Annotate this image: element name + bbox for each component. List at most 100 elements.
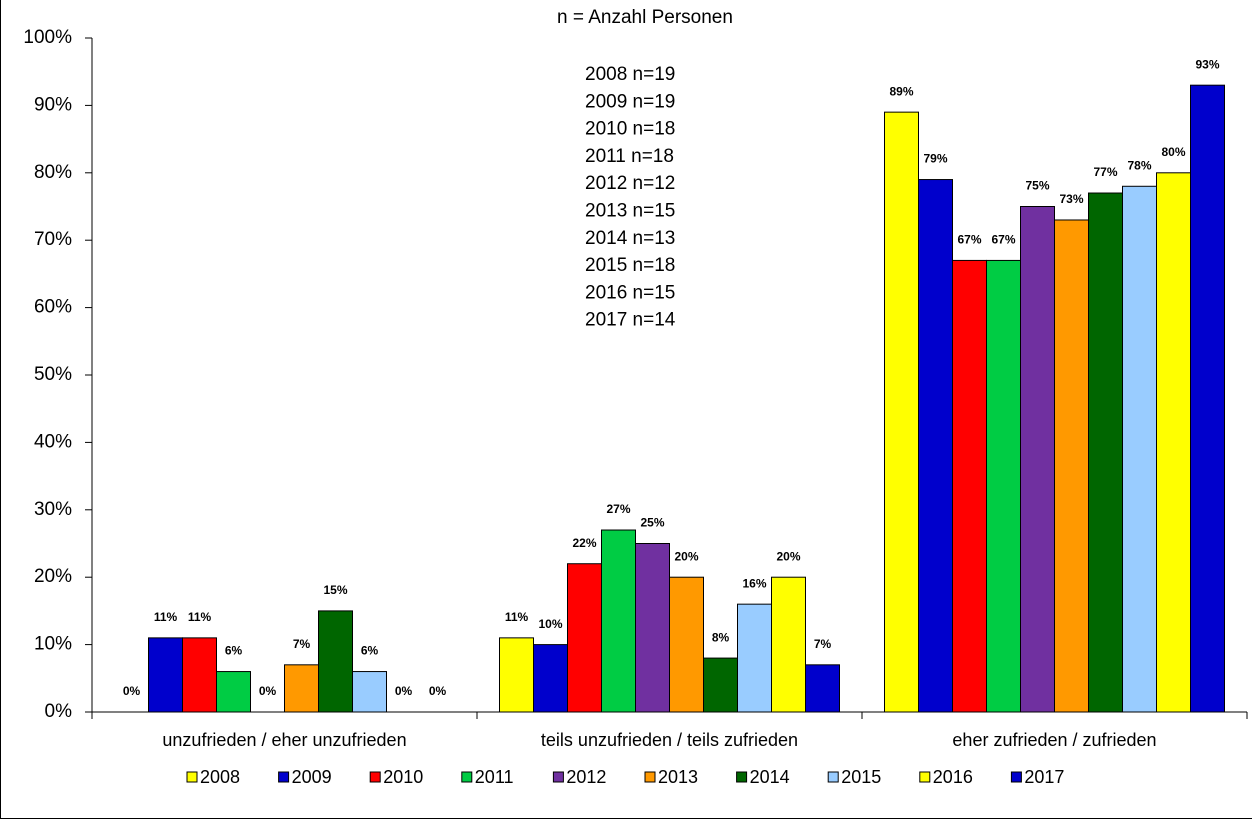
bar bbox=[884, 111, 919, 713]
legend-label: 2012 bbox=[566, 767, 606, 787]
data-label: 10% bbox=[538, 617, 562, 631]
x-tick-label: eher zufrieden / zufrieden bbox=[952, 730, 1156, 750]
bar bbox=[533, 644, 568, 713]
legend-label: 2010 bbox=[383, 767, 423, 787]
legend-label: 2009 bbox=[292, 767, 332, 787]
legend-label: 2016 bbox=[933, 767, 973, 787]
data-label: 0% bbox=[395, 684, 413, 698]
legend-label: 2017 bbox=[1024, 767, 1064, 787]
data-label: 7% bbox=[814, 637, 832, 651]
y-tick-label: 80% bbox=[34, 162, 72, 183]
x-tick-label: teils unzufrieden / teils zufrieden bbox=[541, 730, 798, 750]
chart-title: n = Anzahl Personen bbox=[557, 7, 733, 28]
data-label: 78% bbox=[1127, 158, 1151, 172]
annotation: 2011 n=18 bbox=[585, 146, 674, 167]
legend-swatch bbox=[186, 771, 198, 783]
bar bbox=[284, 664, 319, 713]
data-label: 67% bbox=[957, 233, 981, 247]
legend-swatch bbox=[919, 771, 931, 783]
y-tick-label: 90% bbox=[34, 94, 72, 115]
y-tick-label: 50% bbox=[34, 364, 72, 385]
bar bbox=[182, 637, 217, 713]
annotation: 2014 n=13 bbox=[585, 228, 675, 249]
data-label: 11% bbox=[505, 610, 529, 624]
bar bbox=[1190, 84, 1225, 713]
annotation: 2012 n=12 bbox=[585, 173, 675, 194]
bar bbox=[1054, 219, 1089, 713]
data-label: 8% bbox=[712, 630, 730, 644]
bar bbox=[1088, 192, 1123, 713]
data-label: 15% bbox=[323, 583, 347, 597]
legend-label: 2015 bbox=[841, 767, 881, 787]
legend-swatch bbox=[369, 771, 381, 783]
legend-swatch bbox=[278, 771, 290, 783]
annotation: 2008 n=19 bbox=[585, 64, 675, 85]
bar bbox=[986, 259, 1021, 713]
legend-label: 2014 bbox=[750, 767, 790, 787]
bar bbox=[216, 671, 251, 713]
x-tick-label: unzufrieden / eher unzufrieden bbox=[162, 730, 406, 750]
y-tick-label: 20% bbox=[34, 566, 72, 587]
bar bbox=[499, 637, 534, 713]
bar bbox=[601, 529, 636, 713]
legend-swatch bbox=[644, 771, 656, 783]
legend-label: 2011 bbox=[475, 767, 514, 787]
legend-label: 2013 bbox=[658, 767, 698, 787]
bar bbox=[669, 576, 704, 713]
data-label: 25% bbox=[640, 516, 664, 530]
y-tick-label: 40% bbox=[34, 431, 72, 452]
bar bbox=[1122, 185, 1157, 713]
bar bbox=[737, 603, 772, 713]
data-label: 22% bbox=[572, 536, 596, 550]
y-tick-label: 10% bbox=[34, 634, 72, 655]
data-label: 20% bbox=[674, 549, 698, 563]
data-label: 73% bbox=[1059, 192, 1083, 206]
legend-swatch bbox=[1010, 771, 1022, 783]
bar bbox=[918, 179, 953, 713]
bar bbox=[567, 563, 602, 713]
annotation: 2013 n=15 bbox=[585, 201, 675, 222]
annotation: 2016 n=15 bbox=[585, 282, 675, 303]
bar bbox=[703, 657, 738, 713]
data-label: 7% bbox=[293, 637, 311, 651]
bar bbox=[318, 610, 353, 713]
y-tick-label: 60% bbox=[34, 297, 72, 318]
annotation: 2010 n=18 bbox=[585, 119, 675, 140]
data-label: 0% bbox=[259, 684, 277, 698]
y-tick-label: 70% bbox=[34, 229, 72, 250]
data-label: 6% bbox=[225, 644, 243, 658]
legend-swatch bbox=[461, 771, 473, 783]
y-tick-label: 100% bbox=[23, 27, 72, 48]
legend-label: 2008 bbox=[200, 767, 240, 787]
data-label: 67% bbox=[991, 233, 1015, 247]
data-label: 89% bbox=[889, 84, 913, 98]
bar bbox=[1020, 206, 1055, 713]
bar bbox=[352, 671, 387, 713]
legend-swatch bbox=[552, 771, 564, 783]
bar bbox=[635, 543, 670, 713]
bar bbox=[952, 259, 987, 713]
bar bbox=[771, 576, 806, 713]
bar bbox=[1156, 172, 1191, 713]
data-label: 75% bbox=[1025, 179, 1049, 193]
data-label: 77% bbox=[1093, 165, 1117, 179]
data-label: 16% bbox=[742, 576, 766, 590]
data-label: 6% bbox=[361, 644, 379, 658]
data-label: 11% bbox=[188, 610, 212, 624]
y-tick-label: 30% bbox=[34, 499, 72, 520]
data-label: 27% bbox=[606, 502, 630, 516]
data-label: 11% bbox=[154, 610, 178, 624]
bar bbox=[148, 637, 183, 713]
annotation: 2009 n=19 bbox=[585, 91, 675, 112]
data-label: 79% bbox=[923, 152, 947, 166]
data-label: 93% bbox=[1195, 57, 1219, 71]
legend-swatch bbox=[827, 771, 839, 783]
data-label: 0% bbox=[429, 684, 447, 698]
data-label: 20% bbox=[776, 549, 800, 563]
annotation: 2017 n=14 bbox=[585, 310, 676, 331]
data-label: 80% bbox=[1161, 145, 1185, 159]
data-label: 0% bbox=[123, 684, 141, 698]
annotation: 2015 n=18 bbox=[585, 255, 675, 276]
y-tick-label: 0% bbox=[45, 701, 73, 722]
